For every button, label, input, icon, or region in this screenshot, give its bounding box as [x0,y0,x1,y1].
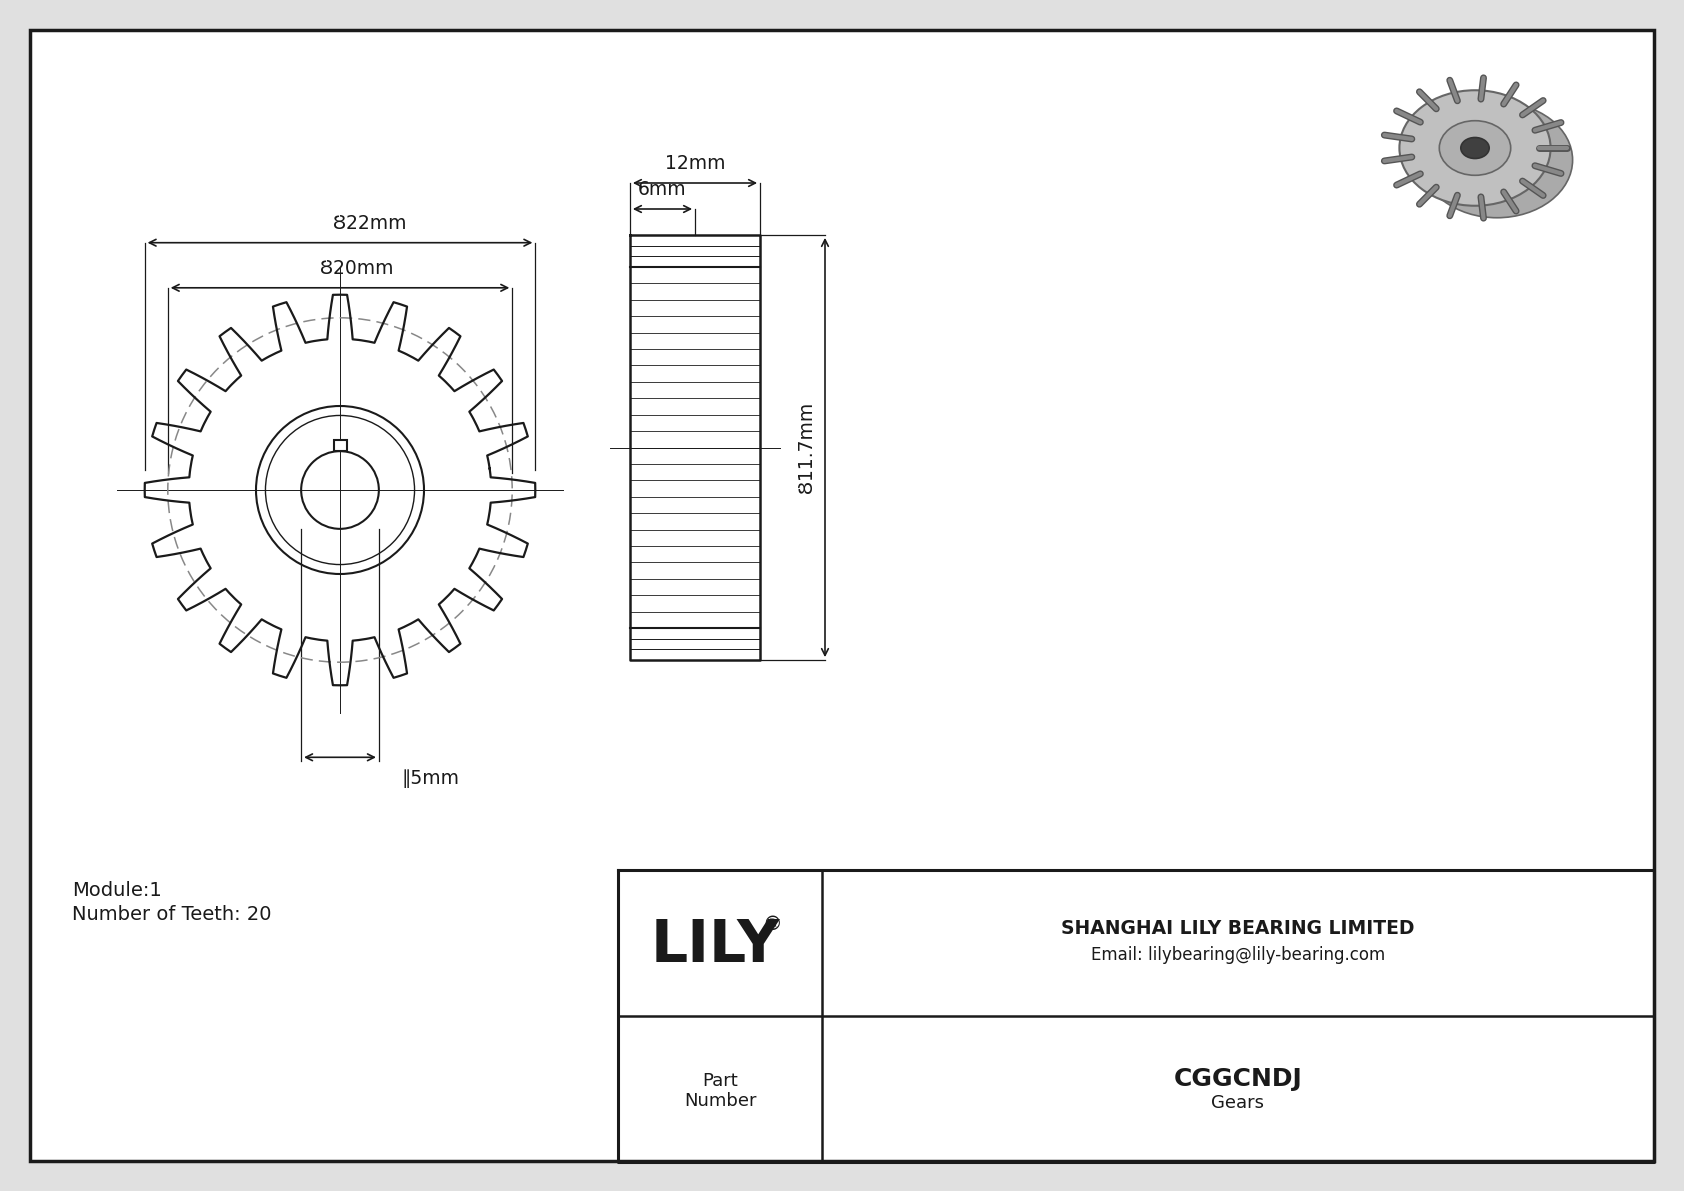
Text: Module:1: Module:1 [72,880,162,899]
Text: LILY: LILY [650,917,780,973]
Text: Number of Teeth: 20: Number of Teeth: 20 [72,905,271,924]
Text: ∥5mm: ∥5mm [402,769,460,788]
Ellipse shape [1460,137,1489,158]
Text: Ȣ22mm: Ȣ22mm [332,213,406,232]
Text: Email: lilybearing@lily-bearing.com: Email: lilybearing@lily-bearing.com [1091,946,1386,964]
Text: CGGCNDJ: CGGCNDJ [1174,1067,1302,1091]
Text: Ȣ20mm: Ȣ20mm [320,258,394,278]
Bar [333,441,347,451]
Text: Ȣ11.7mm: Ȣ11.7mm [797,401,817,493]
Text: 6mm: 6mm [638,180,687,199]
Ellipse shape [1421,102,1573,218]
Text: Gears: Gears [1211,1095,1265,1112]
Text: Part: Part [702,1072,738,1090]
Ellipse shape [1440,120,1511,175]
Ellipse shape [1399,91,1551,206]
Text: SHANGHAI LILY BEARING LIMITED: SHANGHAI LILY BEARING LIMITED [1061,919,1415,939]
Text: Number: Number [684,1092,756,1110]
Text: ®: ® [763,916,781,935]
Text: 12mm: 12mm [665,154,726,173]
